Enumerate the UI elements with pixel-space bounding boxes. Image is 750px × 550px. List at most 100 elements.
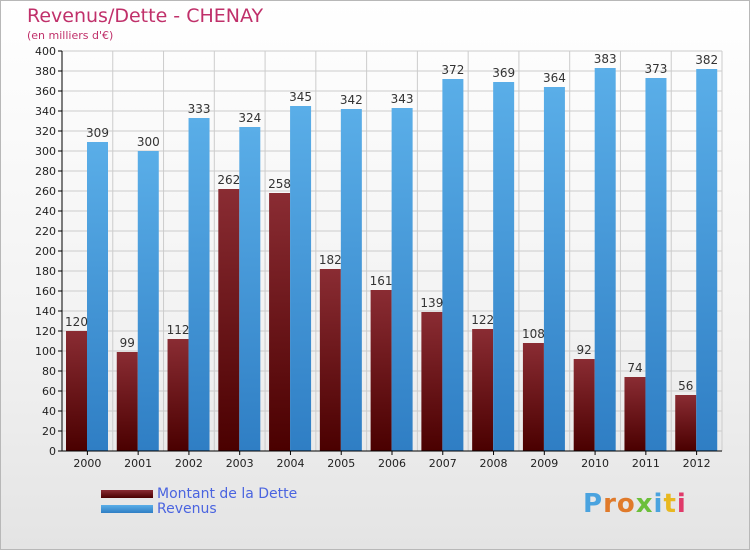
x-tick-label: 2000 xyxy=(73,457,101,470)
data-label: 262 xyxy=(217,173,240,187)
data-label: 74 xyxy=(627,361,642,375)
data-label: 324 xyxy=(238,111,261,125)
y-tick-label: 200 xyxy=(35,245,56,258)
bar-debt-2008 xyxy=(472,329,494,451)
logo-letter: x xyxy=(635,489,654,519)
data-label: 56 xyxy=(678,379,693,393)
y-tick-label: 140 xyxy=(35,305,56,318)
data-label: 92 xyxy=(577,343,592,357)
y-tick-label: 120 xyxy=(35,325,56,338)
bar-debt-2002 xyxy=(167,339,189,451)
bar-debt-2004 xyxy=(269,193,291,451)
bar-revenue-2000 xyxy=(87,142,108,451)
data-label: 139 xyxy=(420,296,443,310)
bar-revenue-2005 xyxy=(340,109,362,451)
x-tick-label: 2012 xyxy=(683,457,711,470)
x-tick-label: 2001 xyxy=(124,457,152,470)
data-label: 342 xyxy=(340,93,363,107)
x-tick-label: 2004 xyxy=(276,457,304,470)
logo-letter: P xyxy=(583,489,604,519)
data-label: 108 xyxy=(522,327,545,341)
chart-title: Revenus/Dette - CHENAY xyxy=(27,5,264,27)
data-label: 122 xyxy=(471,313,494,327)
data-label: 369 xyxy=(492,66,515,80)
y-tick-label: 260 xyxy=(35,185,56,198)
y-tick-label: 220 xyxy=(35,225,56,238)
bar-debt-2009 xyxy=(522,343,544,451)
bar-revenue-2008 xyxy=(493,82,515,451)
bar-debt-2007 xyxy=(421,312,443,451)
bar-debt-2010 xyxy=(573,359,595,451)
data-label: 161 xyxy=(370,274,393,288)
y-tick-label: 400 xyxy=(35,45,56,58)
y-tick-label: 180 xyxy=(35,265,56,278)
data-label: 364 xyxy=(543,71,566,85)
bar-debt-2012 xyxy=(675,395,697,451)
data-label: 372 xyxy=(441,63,464,77)
chart-subtitle: (en milliers d'€) xyxy=(27,29,114,42)
bar-debt-2011 xyxy=(624,377,646,451)
bar-debt-2000 xyxy=(66,331,87,451)
bar-revenue-2001 xyxy=(137,151,159,451)
bar-revenue-2010 xyxy=(594,68,616,451)
x-tick-label: 2011 xyxy=(632,457,660,470)
axes xyxy=(58,50,722,455)
bar-debt-2001 xyxy=(116,352,138,451)
bar-revenue-2006 xyxy=(391,108,413,451)
bar-revenue-2004 xyxy=(290,106,312,451)
y-tick-label: 80 xyxy=(42,365,56,378)
logo-letter: i xyxy=(676,489,687,519)
y-tick-label: 100 xyxy=(35,345,56,358)
legend-swatch-debt xyxy=(101,490,153,498)
proxiti-logo: Proxiti xyxy=(583,489,687,519)
x-tick-label: 2006 xyxy=(378,457,406,470)
y-tick-label: 160 xyxy=(35,285,56,298)
bar-revenue-2007 xyxy=(442,79,464,451)
bar-revenue-2011 xyxy=(645,78,667,451)
data-label: 382 xyxy=(695,53,718,67)
y-tick-label: 280 xyxy=(35,165,56,178)
data-label: 345 xyxy=(289,90,312,104)
legend-swatch-revenue xyxy=(101,505,153,513)
bar-revenue-2002 xyxy=(188,118,210,451)
labels: 0 20 40 60 80 100 120 140 160 180 200 220 240 260 280 3… xyxy=(35,45,718,470)
bar-revenue-2003 xyxy=(239,127,261,451)
data-label: 343 xyxy=(391,92,414,106)
y-tick-label: 40 xyxy=(42,405,56,418)
logo-letter: t xyxy=(663,489,677,519)
data-label: 258 xyxy=(268,177,291,191)
legend-label-debt: Montant de la Dette xyxy=(157,486,298,502)
data-label: 182 xyxy=(319,253,342,267)
data-label: 309 xyxy=(86,126,109,140)
y-tick-label: 0 xyxy=(49,445,56,458)
logo-letter: o xyxy=(616,489,636,519)
x-tick-label: 2005 xyxy=(327,457,355,470)
logo-letter: i xyxy=(653,489,664,519)
data-label: 333 xyxy=(188,102,211,116)
bar-debt-2003 xyxy=(218,189,240,451)
bar-debt-2006 xyxy=(370,290,392,451)
data-label: 383 xyxy=(594,52,617,66)
data-label: 112 xyxy=(167,323,190,337)
legend-label-revenue: Revenus xyxy=(157,501,217,517)
bars xyxy=(66,68,718,451)
data-label: 99 xyxy=(120,336,135,350)
x-tick-label: 2003 xyxy=(226,457,254,470)
y-tick-label: 380 xyxy=(35,65,56,78)
data-label: 373 xyxy=(645,62,668,76)
y-tick-label: 360 xyxy=(35,85,56,98)
data-label: 300 xyxy=(137,135,160,149)
x-tick-label: 2007 xyxy=(429,457,457,470)
x-tick-label: 2002 xyxy=(175,457,203,470)
y-tick-label: 60 xyxy=(42,385,56,398)
x-tick-label: 2009 xyxy=(530,457,558,470)
y-tick-label: 240 xyxy=(35,205,56,218)
y-tick-label: 20 xyxy=(42,425,56,438)
logo-letter: r xyxy=(603,489,617,519)
bar-revenue-2009 xyxy=(543,87,565,451)
y-tick-label: 340 xyxy=(35,105,56,118)
bar-debt-2005 xyxy=(319,269,341,451)
x-tick-label: 2008 xyxy=(480,457,508,470)
